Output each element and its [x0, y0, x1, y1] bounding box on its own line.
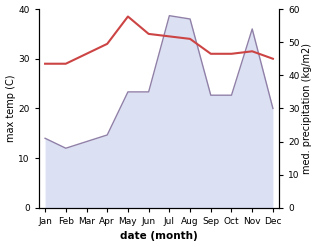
Y-axis label: med. precipitation (kg/m2): med. precipitation (kg/m2) — [302, 43, 313, 174]
X-axis label: date (month): date (month) — [120, 231, 198, 242]
Y-axis label: max temp (C): max temp (C) — [5, 75, 16, 142]
